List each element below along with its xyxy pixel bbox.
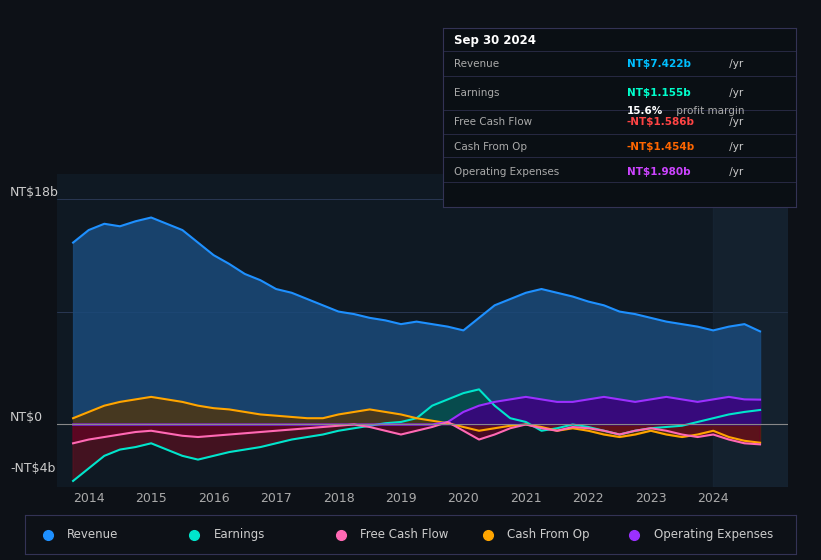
Text: NT$1.155b: NT$1.155b <box>627 88 690 99</box>
Text: NT$18b: NT$18b <box>10 186 59 199</box>
Text: Earnings: Earnings <box>454 88 499 99</box>
Text: Cash From Op: Cash From Op <box>454 142 527 152</box>
Text: NT$1.980b: NT$1.980b <box>627 167 690 178</box>
Text: -NT$1.454b: -NT$1.454b <box>627 142 695 152</box>
Text: /yr: /yr <box>726 88 743 99</box>
Text: Free Cash Flow: Free Cash Flow <box>454 117 532 127</box>
Text: /yr: /yr <box>726 59 743 69</box>
Text: Sep 30 2024: Sep 30 2024 <box>454 34 536 47</box>
Text: Revenue: Revenue <box>454 59 499 69</box>
Text: Operating Expenses: Operating Expenses <box>654 528 773 542</box>
Text: Operating Expenses: Operating Expenses <box>454 167 559 178</box>
Text: -NT$1.586b: -NT$1.586b <box>627 117 695 127</box>
Text: NT$0: NT$0 <box>10 412 43 424</box>
Text: Cash From Op: Cash From Op <box>507 528 589 542</box>
Text: 15.6%: 15.6% <box>627 106 663 116</box>
Text: -NT$4b: -NT$4b <box>10 461 55 475</box>
Text: Free Cash Flow: Free Cash Flow <box>360 528 449 542</box>
Text: /yr: /yr <box>726 117 743 127</box>
Text: /yr: /yr <box>726 167 743 178</box>
Text: profit margin: profit margin <box>673 106 745 116</box>
Text: /yr: /yr <box>726 142 743 152</box>
Bar <box>713 174 788 487</box>
Text: Earnings: Earnings <box>213 528 265 542</box>
Text: Revenue: Revenue <box>67 528 118 542</box>
Text: NT$7.422b: NT$7.422b <box>627 59 691 69</box>
